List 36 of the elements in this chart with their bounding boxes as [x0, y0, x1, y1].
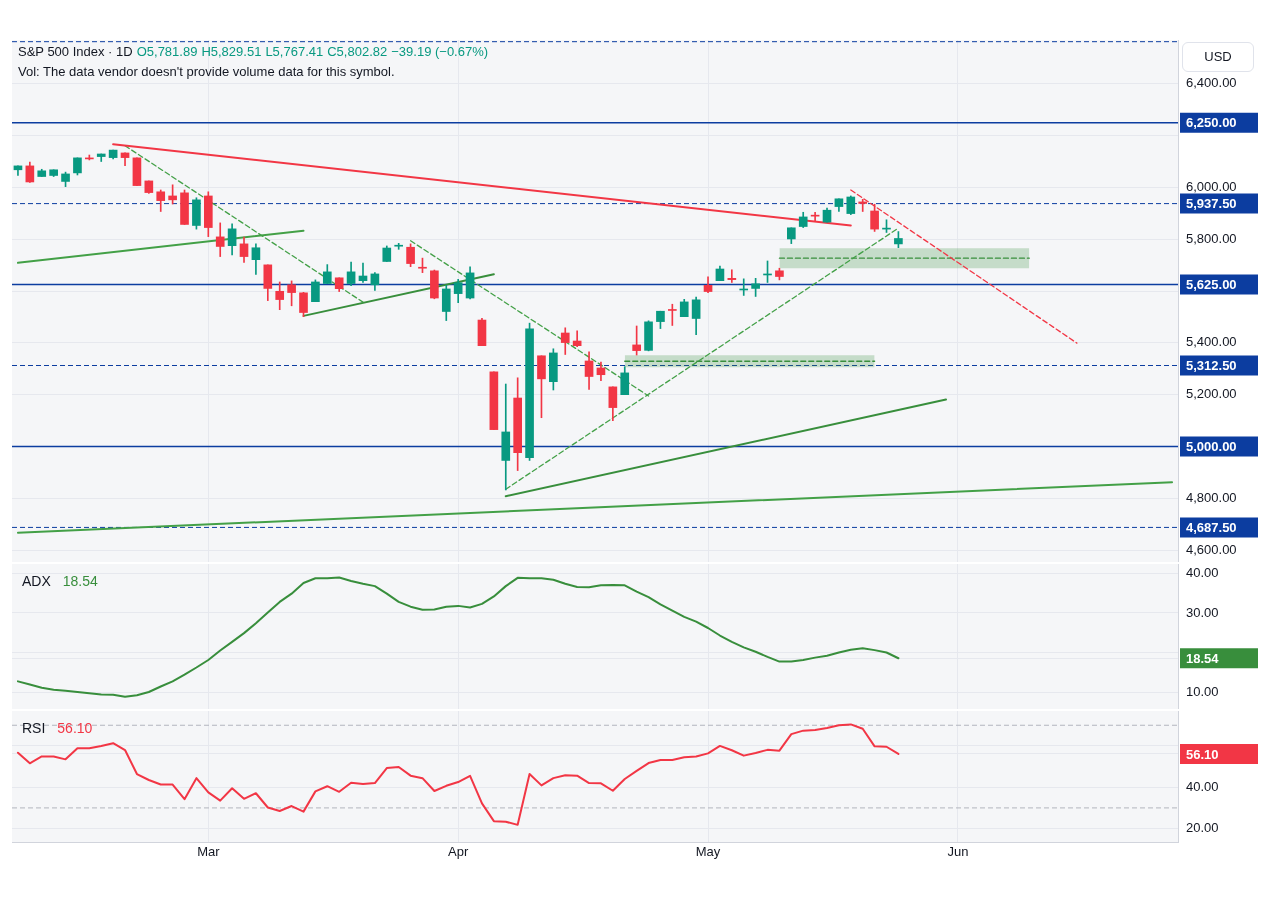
y-tick-label: 4,800.00: [1186, 489, 1237, 505]
y-tick-label: 40.00: [1186, 565, 1219, 581]
x-tick-label: Mar: [197, 844, 221, 860]
y-tick-label: 18.54: [1186, 650, 1220, 666]
annotation: Vol: The data vendor doesn't provide volume data for this symbol.: [18, 64, 395, 79]
text: ADX: [22, 572, 52, 589]
x-tick-label: Apr: [448, 844, 469, 860]
y-tick-label: 40.00: [1186, 778, 1219, 794]
annotation: L5,767.41: [265, 44, 324, 59]
text: 56.10: [57, 719, 93, 736]
y-tick-label: 30.00: [1186, 604, 1219, 620]
chart-title: S&P 500 Index · 1D: [18, 44, 133, 59]
annotation: C5,802.82: [327, 44, 388, 59]
ref-line-label: 5,625.00: [1186, 277, 1237, 293]
y-tick-label: 5,200.00: [1186, 386, 1237, 402]
y-tick-label: 5,400.00: [1186, 334, 1237, 350]
y-tick-label: 20.00: [1186, 820, 1219, 836]
ref-line-label: 6,250.00: [1186, 115, 1237, 131]
ref-line-label: 4,687.50: [1186, 519, 1237, 535]
y-axis-title: USD: [1182, 42, 1254, 72]
y-tick-label: 56.10: [1186, 746, 1219, 762]
annotation: −39.19 (−0.67%): [391, 44, 489, 59]
y-tick-label: 5,800.00: [1186, 230, 1237, 246]
series-label: RSI: [22, 719, 46, 736]
y-tick-label: 10.00: [1186, 683, 1219, 699]
ref-line-label: 5,937.50: [1186, 196, 1237, 212]
x-tick-label: May: [695, 844, 721, 860]
ref-line-label: 5,312.50: [1186, 358, 1237, 374]
y-tick-label: 6,400.00: [1186, 75, 1237, 91]
y-tick-label: 6,000.00: [1186, 178, 1237, 194]
text: 18.54: [62, 572, 98, 589]
ref-line-label: 5,000.00: [1186, 439, 1237, 455]
annotation: O5,781.89: [136, 44, 198, 59]
x-tick-label: Jun: [947, 844, 969, 860]
y-tick-label: 4,600.00: [1186, 541, 1237, 557]
annotation: H5,829.51: [201, 44, 262, 59]
